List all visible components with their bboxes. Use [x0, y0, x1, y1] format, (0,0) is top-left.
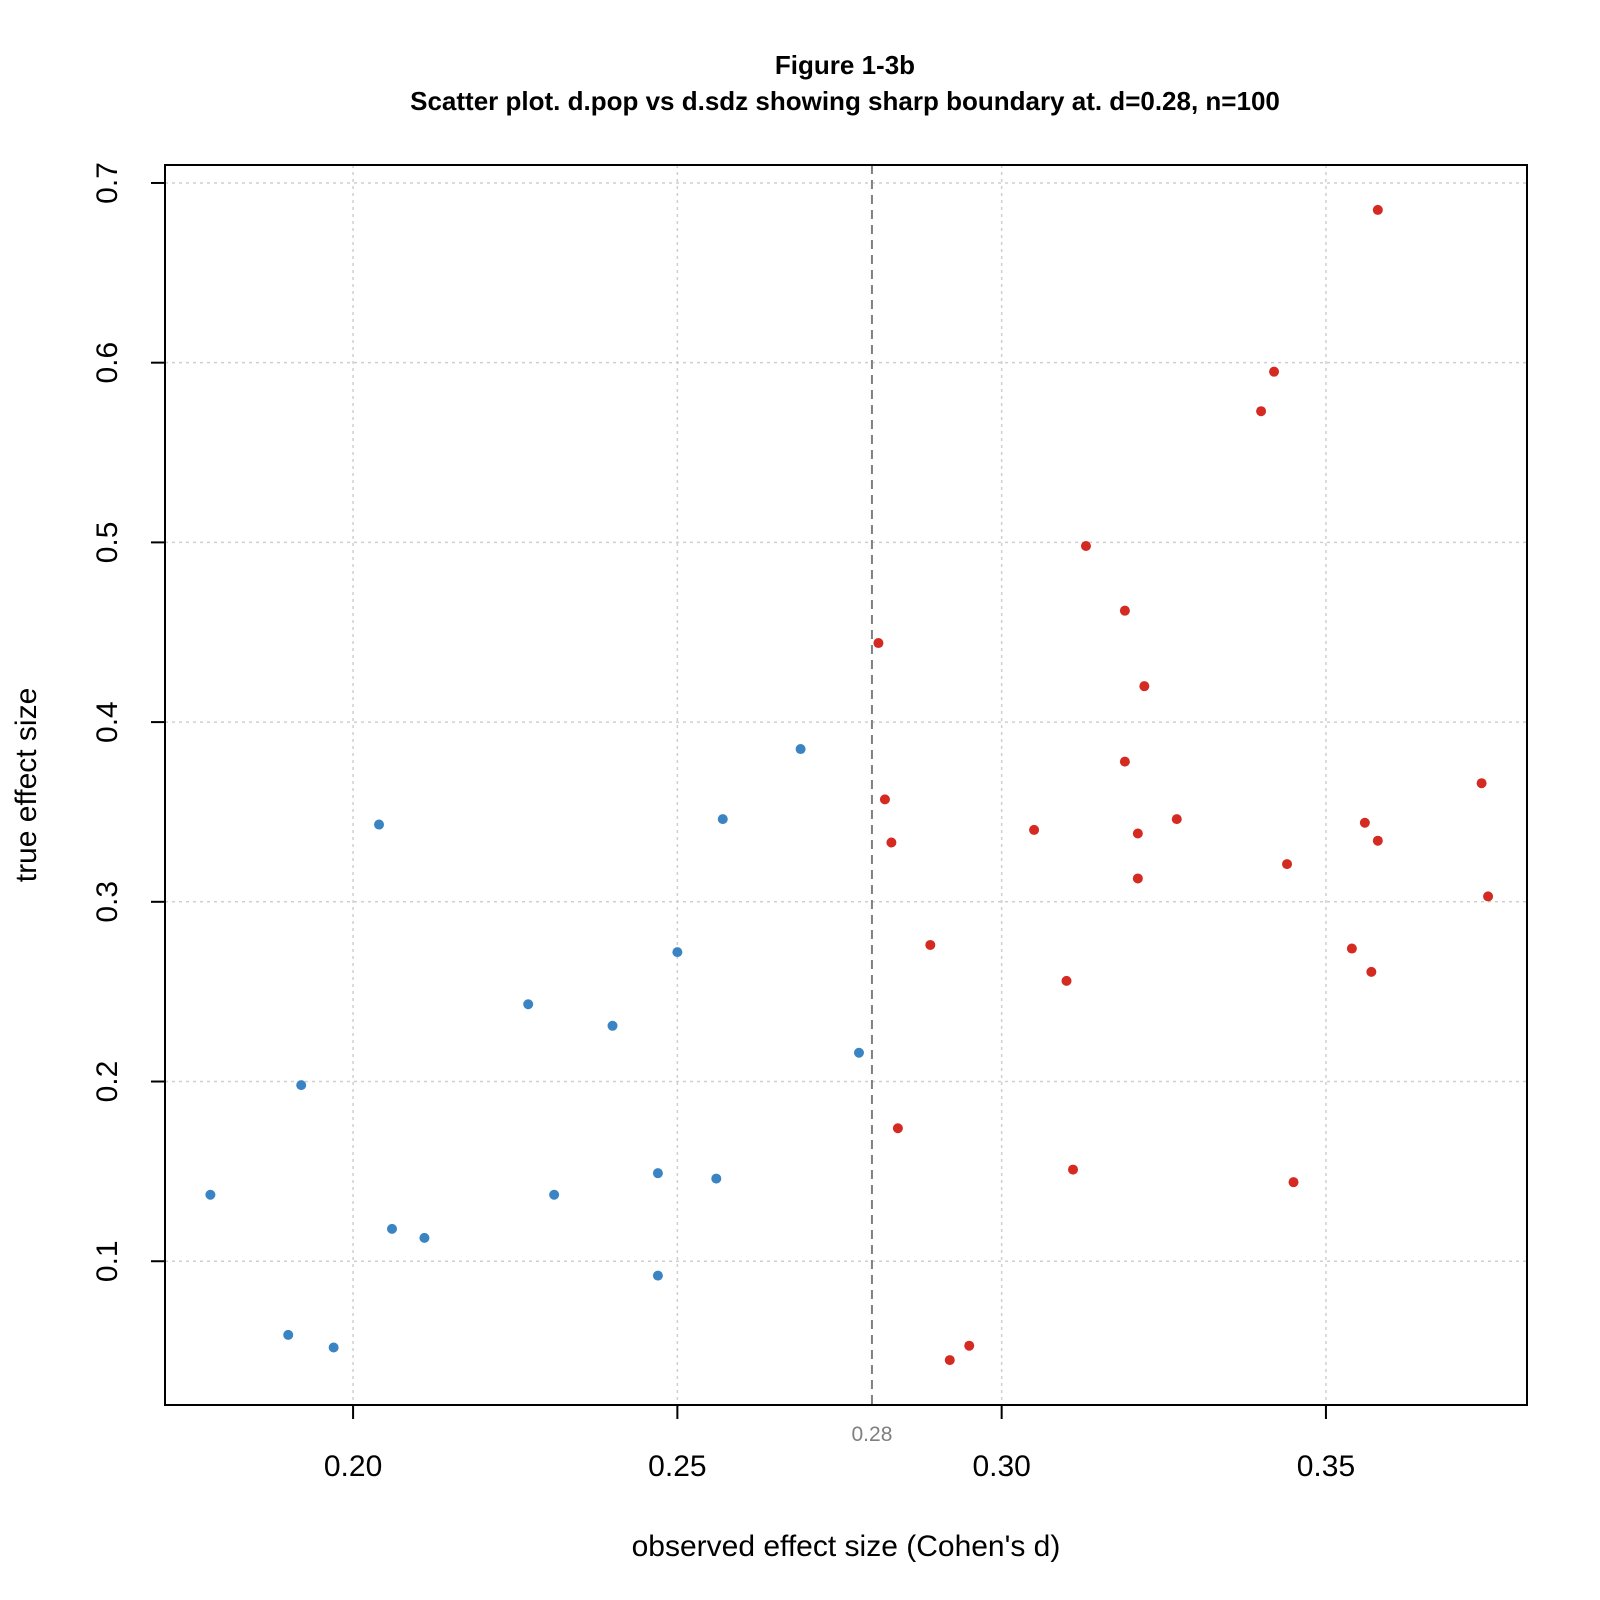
- data-point: [1346, 943, 1357, 954]
- data-point: [1171, 814, 1182, 825]
- y-tick-label: 0.5: [91, 522, 124, 564]
- data-point: [1372, 835, 1383, 846]
- axes-layer: 0.20 0.25 0.30 0.35 0.1 0.2 0.3 0.4 0.5 0.6 0.7: [91, 162, 1355, 1483]
- data-point: [879, 794, 890, 805]
- chart-subtitle: Scatter plot. d.pop vs d.sdz showing sha…: [410, 86, 1280, 116]
- data-point: [296, 1080, 307, 1091]
- data-point: [1288, 1177, 1299, 1188]
- data-point: [795, 744, 806, 755]
- data-point: [853, 1047, 864, 1058]
- y-tick-label: 0.1: [91, 1240, 124, 1282]
- data-point: [205, 1189, 216, 1200]
- data-point: [717, 814, 728, 825]
- data-point: [1119, 756, 1130, 767]
- data-point: [964, 1340, 975, 1351]
- data-point: [944, 1355, 955, 1366]
- chart-title: Figure 1-3b: [775, 50, 915, 80]
- data-point: [387, 1223, 397, 1234]
- x-axis-label: observed effect size (Cohen's d): [632, 1530, 1061, 1563]
- x-tick-label: 0.25: [648, 1450, 706, 1483]
- data-point: [1269, 366, 1280, 377]
- data-point: [711, 1173, 722, 1184]
- data-point: [1119, 605, 1130, 616]
- data-point: [1068, 1164, 1078, 1175]
- points-layer: [205, 204, 1494, 1366]
- data-point: [672, 947, 683, 958]
- data-point: [1132, 873, 1143, 884]
- data-point: [1359, 817, 1370, 828]
- data-point: [925, 939, 936, 950]
- data-point: [652, 1270, 663, 1281]
- data-point: [1080, 540, 1091, 551]
- y-tick-label: 0.7: [91, 162, 124, 204]
- data-point: [328, 1342, 339, 1353]
- data-point: [1139, 681, 1150, 692]
- plot-frame: [164, 164, 1528, 1406]
- data-point: [1282, 859, 1293, 870]
- reference-line-layer: 0.28: [852, 165, 893, 1446]
- data-point: [1366, 966, 1377, 977]
- data-point: [1483, 891, 1494, 902]
- data-point: [1256, 406, 1267, 417]
- data-point: [1476, 778, 1487, 789]
- y-tick-label: 0.3: [91, 881, 124, 923]
- data-point: [283, 1329, 294, 1340]
- threshold-label: 0.28: [852, 1423, 893, 1446]
- grid-layer: [165, 165, 1527, 1405]
- data-point: [607, 1020, 618, 1031]
- y-tick-label: 0.2: [91, 1061, 124, 1103]
- data-point: [419, 1232, 430, 1243]
- data-point: [892, 1123, 903, 1134]
- data-point: [873, 638, 884, 649]
- data-point: [549, 1189, 560, 1200]
- data-point: [1061, 975, 1072, 986]
- data-point: [1132, 828, 1143, 839]
- y-tick-label: 0.6: [91, 342, 124, 384]
- x-tick-label: 0.35: [1297, 1450, 1355, 1483]
- data-point: [1029, 824, 1040, 835]
- x-tick-label: 0.20: [324, 1450, 382, 1483]
- data-point: [1372, 204, 1383, 215]
- data-point: [374, 819, 385, 830]
- y-axis-label: true effect size: [10, 688, 43, 883]
- data-point: [886, 837, 897, 848]
- y-tick-label: 0.4: [91, 701, 124, 743]
- data-point: [652, 1168, 663, 1179]
- data-point: [523, 999, 534, 1010]
- x-tick-label: 0.30: [972, 1450, 1030, 1483]
